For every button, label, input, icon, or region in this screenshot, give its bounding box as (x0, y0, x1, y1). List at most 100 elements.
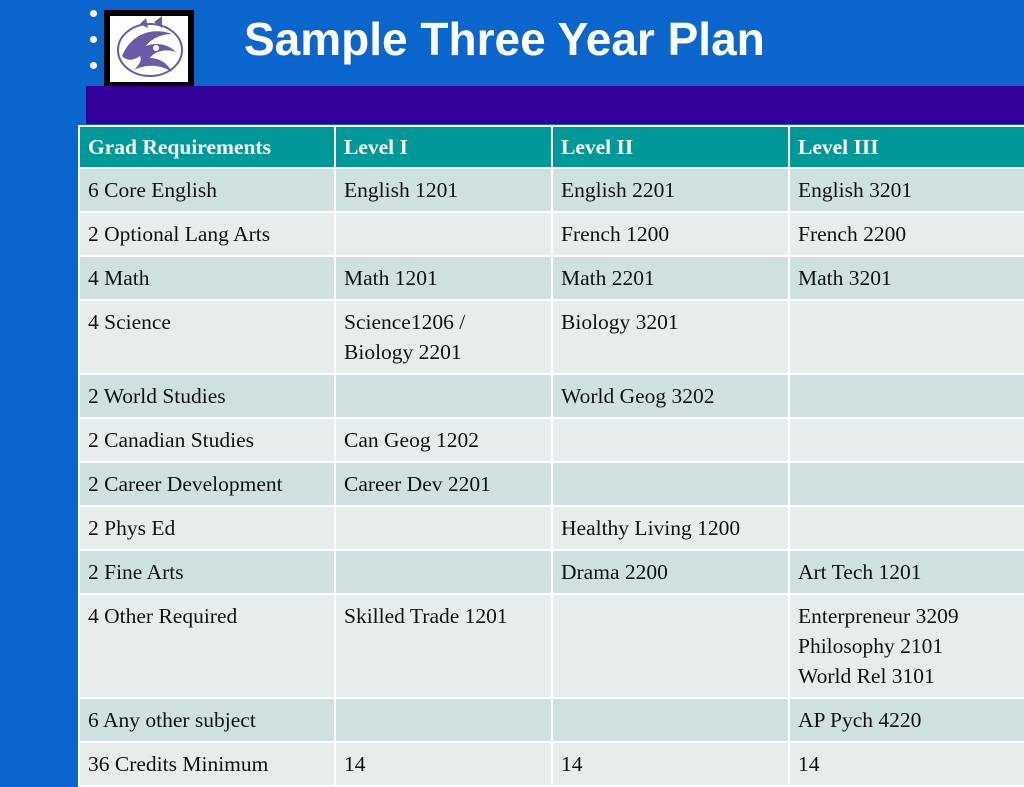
level-1-cell (334, 373, 553, 419)
table-header-row: Grad Requirements Level I Level II Level… (78, 125, 1024, 169)
level-1-cell: Skilled Trade 1201 (334, 593, 553, 699)
level-3-cell: AP Pych 4220 (788, 697, 1024, 743)
level-3-cell (788, 505, 1024, 551)
requirement-cell: 6 Any other subject (78, 697, 336, 743)
level-3-cell: English 3201 (788, 167, 1024, 213)
table-row: 4 Science Science1206 / Biology 2201 Biolog… (78, 299, 1024, 375)
header-level-3: Level III (788, 125, 1024, 169)
requirement-cell: 2 Optional Lang Arts (78, 211, 336, 257)
level-3-cell (788, 299, 1024, 375)
course-text: 14 (561, 752, 583, 776)
table-row: 2 Career Development Career Dev 2201 (78, 461, 1024, 507)
course-text: English 2201 (561, 178, 676, 202)
level-3-cell: Art Tech 1201 (788, 549, 1024, 595)
course-text: Healthy Living 1200 (561, 516, 741, 540)
level-2-cell (551, 417, 790, 463)
dot-icon (90, 10, 97, 17)
bullet-dots-decoration (86, 8, 100, 78)
title-underline-bar (86, 86, 1024, 124)
course-text: Biology 3201 (561, 310, 679, 334)
level-1-cell: Science1206 / Biology 2201 (334, 299, 553, 375)
table-row: 2 Optional Lang Arts French 1200 French 22… (78, 211, 1024, 257)
level-3-cell: Enterpreneur 3209 Philosophy 2101 World Re… (788, 593, 1024, 699)
level-2-cell: Math 2201 (551, 255, 790, 301)
level-2-cell (551, 461, 790, 507)
header-grad-requirements: Grad Requirements (78, 125, 336, 169)
level-3-cell (788, 373, 1024, 419)
requirement-cell: 36 Credits Minimum (78, 741, 336, 787)
course-text: Philosophy 2101 (798, 634, 944, 658)
course-text: Skilled Trade 1201 (344, 604, 508, 628)
level-2-cell (551, 697, 790, 743)
level-2-cell: World Geog 3202 (551, 373, 790, 419)
table-row: 2 Canadian Studies Can Geog 1202 (78, 417, 1024, 463)
level-3-cell: 14 (788, 741, 1024, 787)
course-text: Career Dev 2201 (344, 472, 491, 496)
requirement-cell: 2 Fine Arts (78, 549, 336, 595)
course-text: English 1201 (344, 178, 459, 202)
header-level-2: Level II (551, 125, 790, 169)
requirement-cell: 2 Phys Ed (78, 505, 336, 551)
requirement-cell: 4 Math (78, 255, 336, 301)
level-2-cell: English 2201 (551, 167, 790, 213)
course-text: 14 (344, 752, 366, 776)
course-text: AP Pych 4220 (798, 708, 922, 732)
course-text: Drama 2200 (561, 560, 668, 584)
level-2-cell: Drama 2200 (551, 549, 790, 595)
level-2-cell: Healthy Living 1200 (551, 505, 790, 551)
level-3-cell (788, 417, 1024, 463)
level-2-cell (551, 593, 790, 699)
level-2-cell: 14 (551, 741, 790, 787)
level-2-cell: Biology 3201 (551, 299, 790, 375)
table-row: 6 Any other subject AP Pych 4220 (78, 697, 1024, 743)
course-text: Can Geog 1202 (344, 428, 479, 452)
requirement-cell: 2 World Studies (78, 373, 336, 419)
school-logo (104, 10, 194, 88)
table-row: 36 Credits Minimum 14 14 14 (78, 741, 1024, 787)
level-3-cell (788, 461, 1024, 507)
course-text: World Geog 3202 (561, 384, 715, 408)
course-text: Math 1201 (344, 266, 438, 290)
level-1-cell: English 1201 (334, 167, 553, 213)
table-row: 2 World Studies World Geog 3202 (78, 373, 1024, 419)
level-1-cell: Math 1201 (334, 255, 553, 301)
level-1-cell: 14 (334, 741, 553, 787)
level-3-cell: French 2200 (788, 211, 1024, 257)
requirement-cell: 4 Science (78, 299, 336, 375)
level-1-cell: Career Dev 2201 (334, 461, 553, 507)
course-text: World Rel 3101 (798, 664, 935, 688)
course-text: French 2200 (798, 222, 907, 246)
course-text: French 1200 (561, 222, 670, 246)
header-level-1: Level I (334, 125, 553, 169)
level-2-cell: French 1200 (551, 211, 790, 257)
table-row: 4 Other Required Skilled Trade 1201 Enterp… (78, 593, 1024, 699)
level-1-cell (334, 211, 553, 257)
table-row: 2 Phys Ed Healthy Living 1200 (78, 505, 1024, 551)
dot-icon (90, 62, 97, 69)
level-1-cell (334, 549, 553, 595)
table-row: 2 Fine Arts Drama 2200 Art Tech 1201 (78, 549, 1024, 595)
course-text: Math 3201 (798, 266, 892, 290)
level-3-cell: Math 3201 (788, 255, 1024, 301)
course-text: Math 2201 (561, 266, 655, 290)
requirement-cell: 2 Career Development (78, 461, 336, 507)
page-title: Sample Three Year Plan (244, 13, 765, 65)
mascot-logo-icon (110, 16, 188, 82)
dot-icon (90, 36, 97, 43)
requirement-cell: 6 Core English (78, 167, 336, 213)
table-row: 4 Math Math 1201 Math 2201 Math 3201 (78, 255, 1024, 301)
table-row: 6 Core English English 1201 English 2201 En… (78, 167, 1024, 213)
three-year-plan-table: Grad Requirements Level I Level II Level… (78, 125, 1024, 787)
level-1-cell (334, 505, 553, 551)
requirement-cell: 2 Canadian Studies (78, 417, 336, 463)
course-text: Enterpreneur 3209 (798, 604, 959, 628)
level-1-cell (334, 697, 553, 743)
course-text: Art Tech 1201 (798, 560, 922, 584)
level-1-cell: Can Geog 1202 (334, 417, 553, 463)
course-text: English 3201 (798, 178, 913, 202)
course-text: Biology 2201 (344, 340, 462, 364)
requirement-cell: 4 Other Required (78, 593, 336, 699)
course-text: 14 (798, 752, 820, 776)
table-body: 6 Core English English 1201 English 2201 En… (78, 167, 1024, 787)
course-text: Science1206 / (344, 310, 466, 334)
